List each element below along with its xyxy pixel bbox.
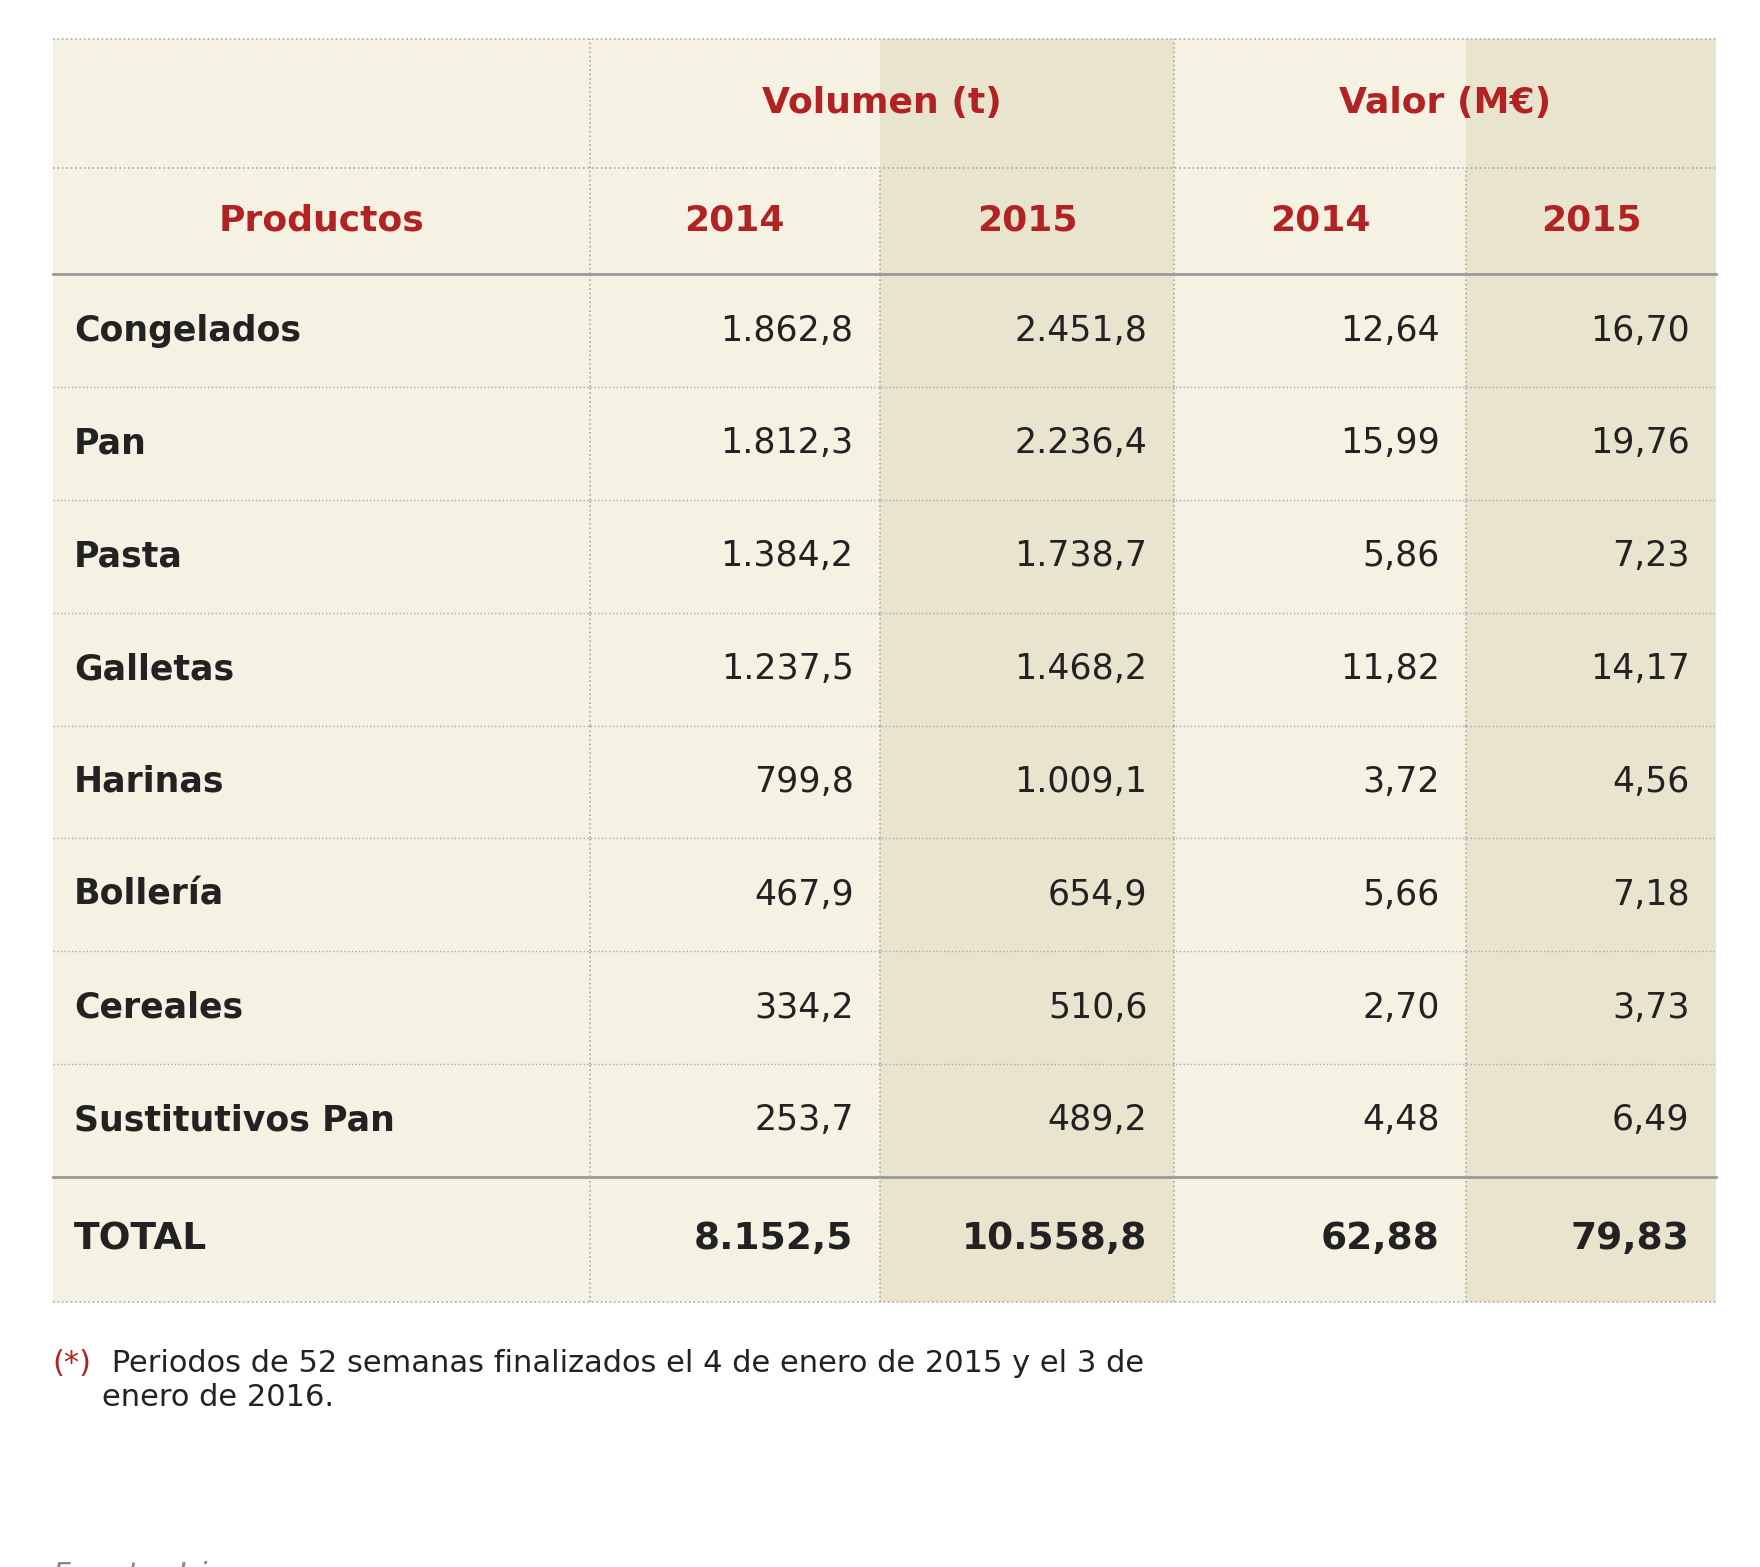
Text: 334,2: 334,2 — [753, 990, 854, 1025]
Text: 16,70: 16,70 — [1589, 313, 1690, 348]
Text: Congelados: Congelados — [74, 313, 301, 348]
Text: 10.558,8: 10.558,8 — [963, 1222, 1148, 1257]
Text: 4,48: 4,48 — [1362, 1103, 1440, 1138]
Text: 2014: 2014 — [1269, 204, 1371, 238]
Text: 253,7: 253,7 — [753, 1103, 854, 1138]
Text: 1.384,2: 1.384,2 — [720, 539, 854, 574]
Text: 799,8: 799,8 — [753, 765, 854, 799]
Text: Productos: Productos — [218, 204, 424, 238]
Text: 2,70: 2,70 — [1362, 990, 1440, 1025]
Text: Sustitutivos Pan: Sustitutivos Pan — [74, 1103, 394, 1138]
Text: 2014: 2014 — [685, 204, 785, 238]
Text: 5,66: 5,66 — [1362, 878, 1440, 912]
Text: TOTAL: TOTAL — [74, 1222, 208, 1257]
Text: 4,56: 4,56 — [1612, 765, 1690, 799]
Text: 15,99: 15,99 — [1339, 426, 1440, 461]
Text: 6,49: 6,49 — [1612, 1103, 1690, 1138]
Text: 12,64: 12,64 — [1339, 313, 1440, 348]
Text: 2.236,4: 2.236,4 — [1016, 426, 1148, 461]
Text: 14,17: 14,17 — [1589, 652, 1690, 686]
Text: 510,6: 510,6 — [1047, 990, 1148, 1025]
Text: 3,73: 3,73 — [1612, 990, 1690, 1025]
Text: 1.812,3: 1.812,3 — [720, 426, 854, 461]
Text: 1.468,2: 1.468,2 — [1014, 652, 1148, 686]
Text: 2015: 2015 — [1540, 204, 1642, 238]
Text: (*): (*) — [53, 1349, 92, 1379]
Text: 79,83: 79,83 — [1570, 1222, 1690, 1257]
Text: 467,9: 467,9 — [753, 878, 854, 912]
Text: 8.152,5: 8.152,5 — [693, 1222, 854, 1257]
Text: 7,23: 7,23 — [1612, 539, 1690, 574]
Text: Galletas: Galletas — [74, 652, 234, 686]
Text: Periodos de 52 semanas finalizados el 4 de enero de 2015 y el 3 de
enero de 2016: Periodos de 52 semanas finalizados el 4 … — [102, 1349, 1144, 1412]
Text: Cereales: Cereales — [74, 990, 243, 1025]
Text: Pasta: Pasta — [74, 539, 183, 574]
Text: 7,18: 7,18 — [1612, 878, 1690, 912]
Text: 2.451,8: 2.451,8 — [1016, 313, 1148, 348]
Bar — [880, 39, 1174, 1302]
Text: 2015: 2015 — [977, 204, 1077, 238]
Text: 654,9: 654,9 — [1047, 878, 1148, 912]
Text: 1.009,1: 1.009,1 — [1014, 765, 1148, 799]
Text: 19,76: 19,76 — [1589, 426, 1690, 461]
Text: Volumen (t): Volumen (t) — [762, 86, 1001, 121]
Text: Pan: Pan — [74, 426, 146, 461]
Bar — [1466, 39, 1716, 1302]
Text: 3,72: 3,72 — [1362, 765, 1440, 799]
Text: 1.237,5: 1.237,5 — [722, 652, 854, 686]
Text: Bollería: Bollería — [74, 878, 224, 912]
Text: 5,86: 5,86 — [1362, 539, 1440, 574]
Bar — [53, 39, 1716, 1302]
Text: 1.862,8: 1.862,8 — [720, 313, 854, 348]
Text: 1.738,7: 1.738,7 — [1014, 539, 1148, 574]
Text: Harinas: Harinas — [74, 765, 225, 799]
Text: 62,88: 62,88 — [1320, 1222, 1440, 1257]
Text: 489,2: 489,2 — [1047, 1103, 1148, 1138]
Text: Fuente: Iri: Fuente: Iri — [53, 1561, 208, 1567]
Text: Valor (M€): Valor (M€) — [1339, 86, 1551, 121]
Text: 11,82: 11,82 — [1339, 652, 1440, 686]
